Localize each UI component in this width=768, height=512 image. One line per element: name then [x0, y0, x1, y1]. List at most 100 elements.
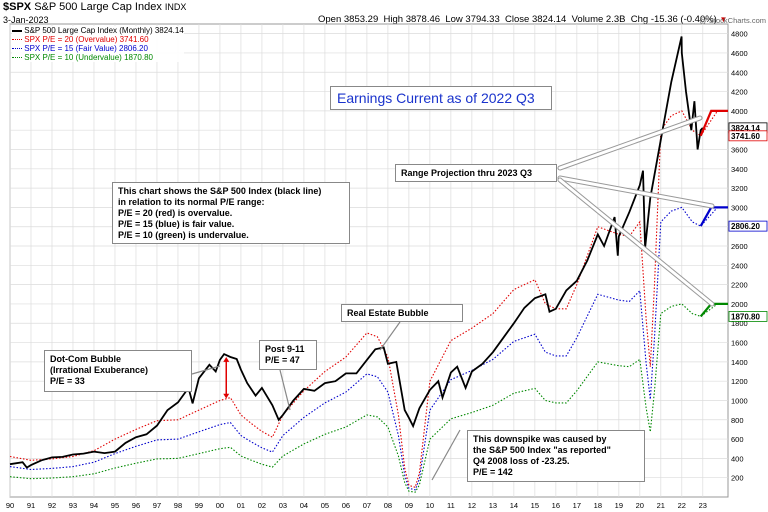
explanation-line: P/E = 20 (red) is overvalue.	[118, 208, 233, 218]
chart-header-title: $SPX S&P 500 Large Cap Index INDX	[3, 1, 186, 13]
gap-arrow-head-down	[223, 393, 230, 399]
explanation-line: in relation to its normal P/E range:	[118, 197, 265, 207]
value-label: 2806.20	[731, 222, 760, 231]
dotcom-line: P/E = 33	[50, 376, 85, 386]
x-tick-label: 01	[237, 501, 245, 510]
x-tick-label: 93	[69, 501, 77, 510]
y-tick-label: 400	[731, 454, 744, 463]
annotation-lines	[191, 115, 715, 481]
high-label: High	[383, 14, 404, 25]
x-tick-label: 00	[216, 501, 224, 510]
low-value: 3794.33	[465, 14, 500, 25]
y-tick-label: 4400	[731, 68, 748, 77]
x-tick-label: 16	[552, 501, 560, 510]
callout-pointer-fill-5	[558, 176, 714, 208]
range-projection-box: Range Projection thru 2023 Q3	[395, 164, 557, 182]
x-tick-label: 14	[510, 501, 518, 510]
downspike-box: This downspike was caused by the S&P 500…	[467, 430, 645, 482]
downspike-line: P/E = 142	[473, 467, 513, 477]
y-axis: 200 400 600 800 1000 1200 1400 1600 1800 2000 2200…	[731, 30, 748, 483]
legend-item-undervalue: SPX P/E = 10 (Undervalue) 1870.80	[12, 53, 184, 62]
explanation-box: This chart shows the S&P 500 Index (blac…	[112, 182, 350, 244]
y-tick-label: 3400	[731, 165, 748, 174]
x-tick-label: 99	[195, 501, 203, 510]
y-tick-label: 3000	[731, 203, 748, 212]
x-tick-label: 15	[531, 501, 539, 510]
downspike-line: the S&P 500 Index "as reported"	[473, 445, 611, 455]
exchange-label: INDX	[164, 2, 187, 12]
x-tick-label: 20	[636, 501, 644, 510]
legend-label: SPX P/E = 10 (Undervalue) 1870.80	[24, 53, 153, 62]
y-tick-label: 2600	[731, 242, 748, 251]
x-tick-label: 13	[489, 501, 497, 510]
legend-label: S&P 500 Large Cap Index (Monthly) 3824.1…	[24, 26, 184, 35]
explanation-line: This chart shows the S&P 500 Index (blac…	[118, 186, 322, 196]
series-line-2	[9, 206, 718, 491]
value-label-box	[728, 311, 768, 322]
y-tick-label: 1600	[731, 339, 748, 348]
close-label: Close	[505, 14, 530, 25]
value-label: 3824.14	[731, 124, 760, 133]
watermark: @ StockCharts.com	[699, 16, 766, 25]
x-tick-label: 10	[426, 501, 434, 510]
x-tick-label: 02	[258, 501, 266, 510]
volume-label: Volume	[571, 14, 604, 25]
callout-pointer-fill-4	[558, 116, 702, 170]
y-tick-label: 800	[731, 416, 744, 425]
x-tick-label: 22	[678, 501, 686, 510]
x-tick-label: 98	[174, 501, 182, 510]
legend-item-overvalue: SPX P/E = 20 (Overvalue) 3741.60	[12, 35, 184, 44]
value-label-box	[728, 130, 768, 142]
dotcom-line: Dot-Com Bubble	[50, 354, 121, 364]
callout-line-3	[431, 429, 461, 481]
dotcom-box: Dot-Com Bubble (Irrational Exuberance) P…	[44, 350, 192, 392]
y-tick-label: 4600	[731, 49, 748, 58]
legend-swatch	[12, 39, 22, 41]
x-tick-label: 91	[27, 501, 35, 510]
callout-line-1	[279, 369, 291, 411]
symbol-label: $SPX	[3, 1, 32, 13]
x-tick-label: 07	[363, 501, 371, 510]
y-tick-label: 600	[731, 435, 744, 444]
x-tick-label: 90	[6, 501, 14, 510]
callout-line-0	[191, 365, 221, 375]
chg-label: Chg	[630, 14, 649, 25]
callout-pointer-fill-6	[558, 178, 714, 306]
x-tick-label: 04	[300, 501, 308, 510]
low-label: Low	[445, 14, 463, 25]
post911-line: P/E = 47	[265, 355, 300, 365]
y-tick-label: 3600	[731, 145, 748, 154]
real-estate-label: Real Estate Bubble	[347, 308, 429, 318]
legend-item-spx: S&P 500 Large Cap Index (Monthly) 3824.1…	[12, 26, 184, 35]
x-tick-label: 05	[321, 501, 329, 510]
x-tick-label: 03	[279, 501, 287, 510]
volume-value: 2.3B	[605, 14, 626, 25]
post911-box: Post 9-11 P/E = 47	[259, 340, 317, 370]
earnings-title: Earnings Current as of 2022 Q3	[337, 90, 535, 106]
high-value: 3878.46	[405, 14, 441, 25]
x-tick-label: 19	[615, 501, 623, 510]
chart-date: 3-Jan-2023	[3, 15, 49, 25]
earnings-title-box: Earnings Current as of 2022 Q3	[330, 86, 552, 110]
legend-item-fairvalue: SPX P/E = 15 (Fair Value) 2806.20	[12, 44, 184, 53]
y-tick-label: 200	[731, 474, 744, 483]
legend-swatch	[12, 48, 22, 50]
legend: S&P 500 Large Cap Index (Monthly) 3824.1…	[12, 26, 184, 62]
x-tick-label: 18	[594, 501, 602, 510]
open-value: 3853.29	[343, 14, 379, 25]
y-tick-label: 3200	[731, 184, 748, 193]
callout-line-2	[379, 321, 401, 351]
value-label: 1870.80	[731, 312, 760, 321]
x-tick-label: 97	[153, 501, 161, 510]
dropdown-arrow-icon[interactable]: ▼	[719, 15, 728, 24]
x-tick-label: 96	[132, 501, 140, 510]
x-tick-label: 09	[405, 501, 413, 510]
x-tick-label: 11	[447, 501, 455, 510]
y-tick-label: 1800	[731, 319, 748, 328]
legend-label: SPX P/E = 15 (Fair Value) 2806.20	[24, 44, 148, 53]
x-axis: 90 91 92 93 94 95 96 97 98 99 00 01 02 03 04 05 06 07 08 09…	[6, 501, 707, 510]
ohlc-readout: Open 3853.29 High 3878.46 Low 3794.33 Cl…	[318, 14, 727, 25]
